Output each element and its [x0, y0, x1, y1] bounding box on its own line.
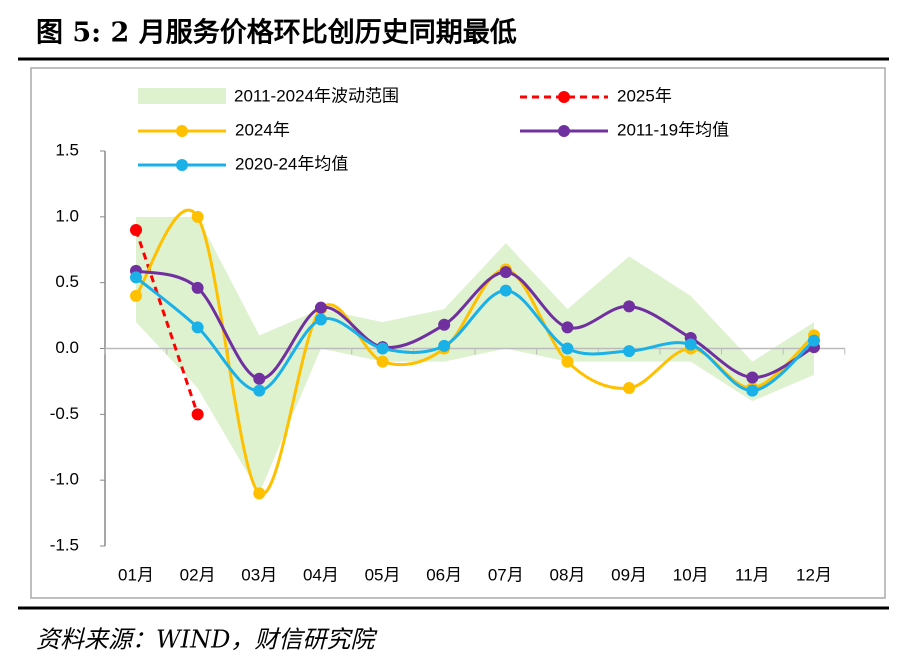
- point: [438, 318, 451, 331]
- point: [499, 284, 512, 297]
- legend-marker: [558, 91, 570, 103]
- y-tick-label: -1.5: [50, 535, 79, 554]
- legend-marker: [176, 159, 188, 171]
- y-tick-label: 0.5: [55, 272, 79, 291]
- point: [314, 301, 327, 314]
- legend-marker: [558, 125, 570, 137]
- x-tick-label: 11月: [735, 565, 770, 584]
- point: [623, 382, 636, 394]
- point: [130, 289, 142, 302]
- x-tick-label: 03月: [241, 565, 277, 584]
- x-tick-label: 05月: [365, 565, 401, 584]
- y-tick-label: 0.0: [55, 338, 79, 357]
- plot-frame: [30, 67, 886, 599]
- legend-label: 2025年: [617, 86, 672, 105]
- point: [561, 355, 574, 368]
- point: [623, 300, 636, 313]
- point: [253, 487, 266, 500]
- x-tick-label: 04月: [303, 565, 339, 584]
- point: [376, 342, 389, 355]
- range-band: [136, 216, 814, 494]
- x-tick-label: 09月: [611, 565, 647, 584]
- point: [253, 384, 266, 397]
- point: [746, 371, 759, 384]
- x-tick-label: 07月: [488, 565, 524, 584]
- point: [561, 342, 574, 355]
- point: [376, 355, 389, 368]
- legend-swatch: [138, 88, 226, 104]
- legend-label: 2011-19年均值: [617, 120, 729, 139]
- point: [130, 224, 142, 236]
- x-tick-label: 06月: [426, 565, 462, 584]
- x-tick-label: 12月: [796, 565, 832, 584]
- point: [130, 271, 142, 284]
- series-line: [134, 229, 200, 415]
- legend-label: 2020-24年均值: [235, 154, 348, 173]
- point: [623, 345, 636, 358]
- x-tick-label: 10月: [673, 565, 709, 584]
- x-tick-label: 02月: [180, 565, 216, 584]
- point: [191, 210, 204, 223]
- legend-label: 2011-2024年波动范围: [234, 86, 399, 105]
- point: [253, 372, 266, 385]
- point: [191, 321, 204, 334]
- point: [499, 266, 512, 279]
- chart-title: 图 5: 2 月服务价格环比创历史同期最低: [36, 18, 517, 49]
- x-tick-label: 01月: [118, 565, 154, 584]
- point: [808, 334, 820, 347]
- point: [314, 313, 327, 326]
- legend-label: 2024年: [235, 120, 290, 139]
- source: 资料来源：WIND，财信研究院: [36, 626, 378, 654]
- point: [191, 408, 204, 421]
- point: [684, 338, 697, 351]
- x-tick-label: 08月: [549, 565, 585, 584]
- point: [746, 384, 759, 397]
- y-tick-label: -0.5: [50, 404, 79, 423]
- y-tick-label: 1.0: [55, 206, 79, 225]
- point: [438, 339, 451, 352]
- y-tick-label: -1.0: [50, 470, 79, 489]
- y-tick-label: 1.5: [55, 140, 79, 159]
- point: [561, 321, 574, 334]
- legend-marker: [176, 125, 188, 137]
- point: [191, 281, 204, 294]
